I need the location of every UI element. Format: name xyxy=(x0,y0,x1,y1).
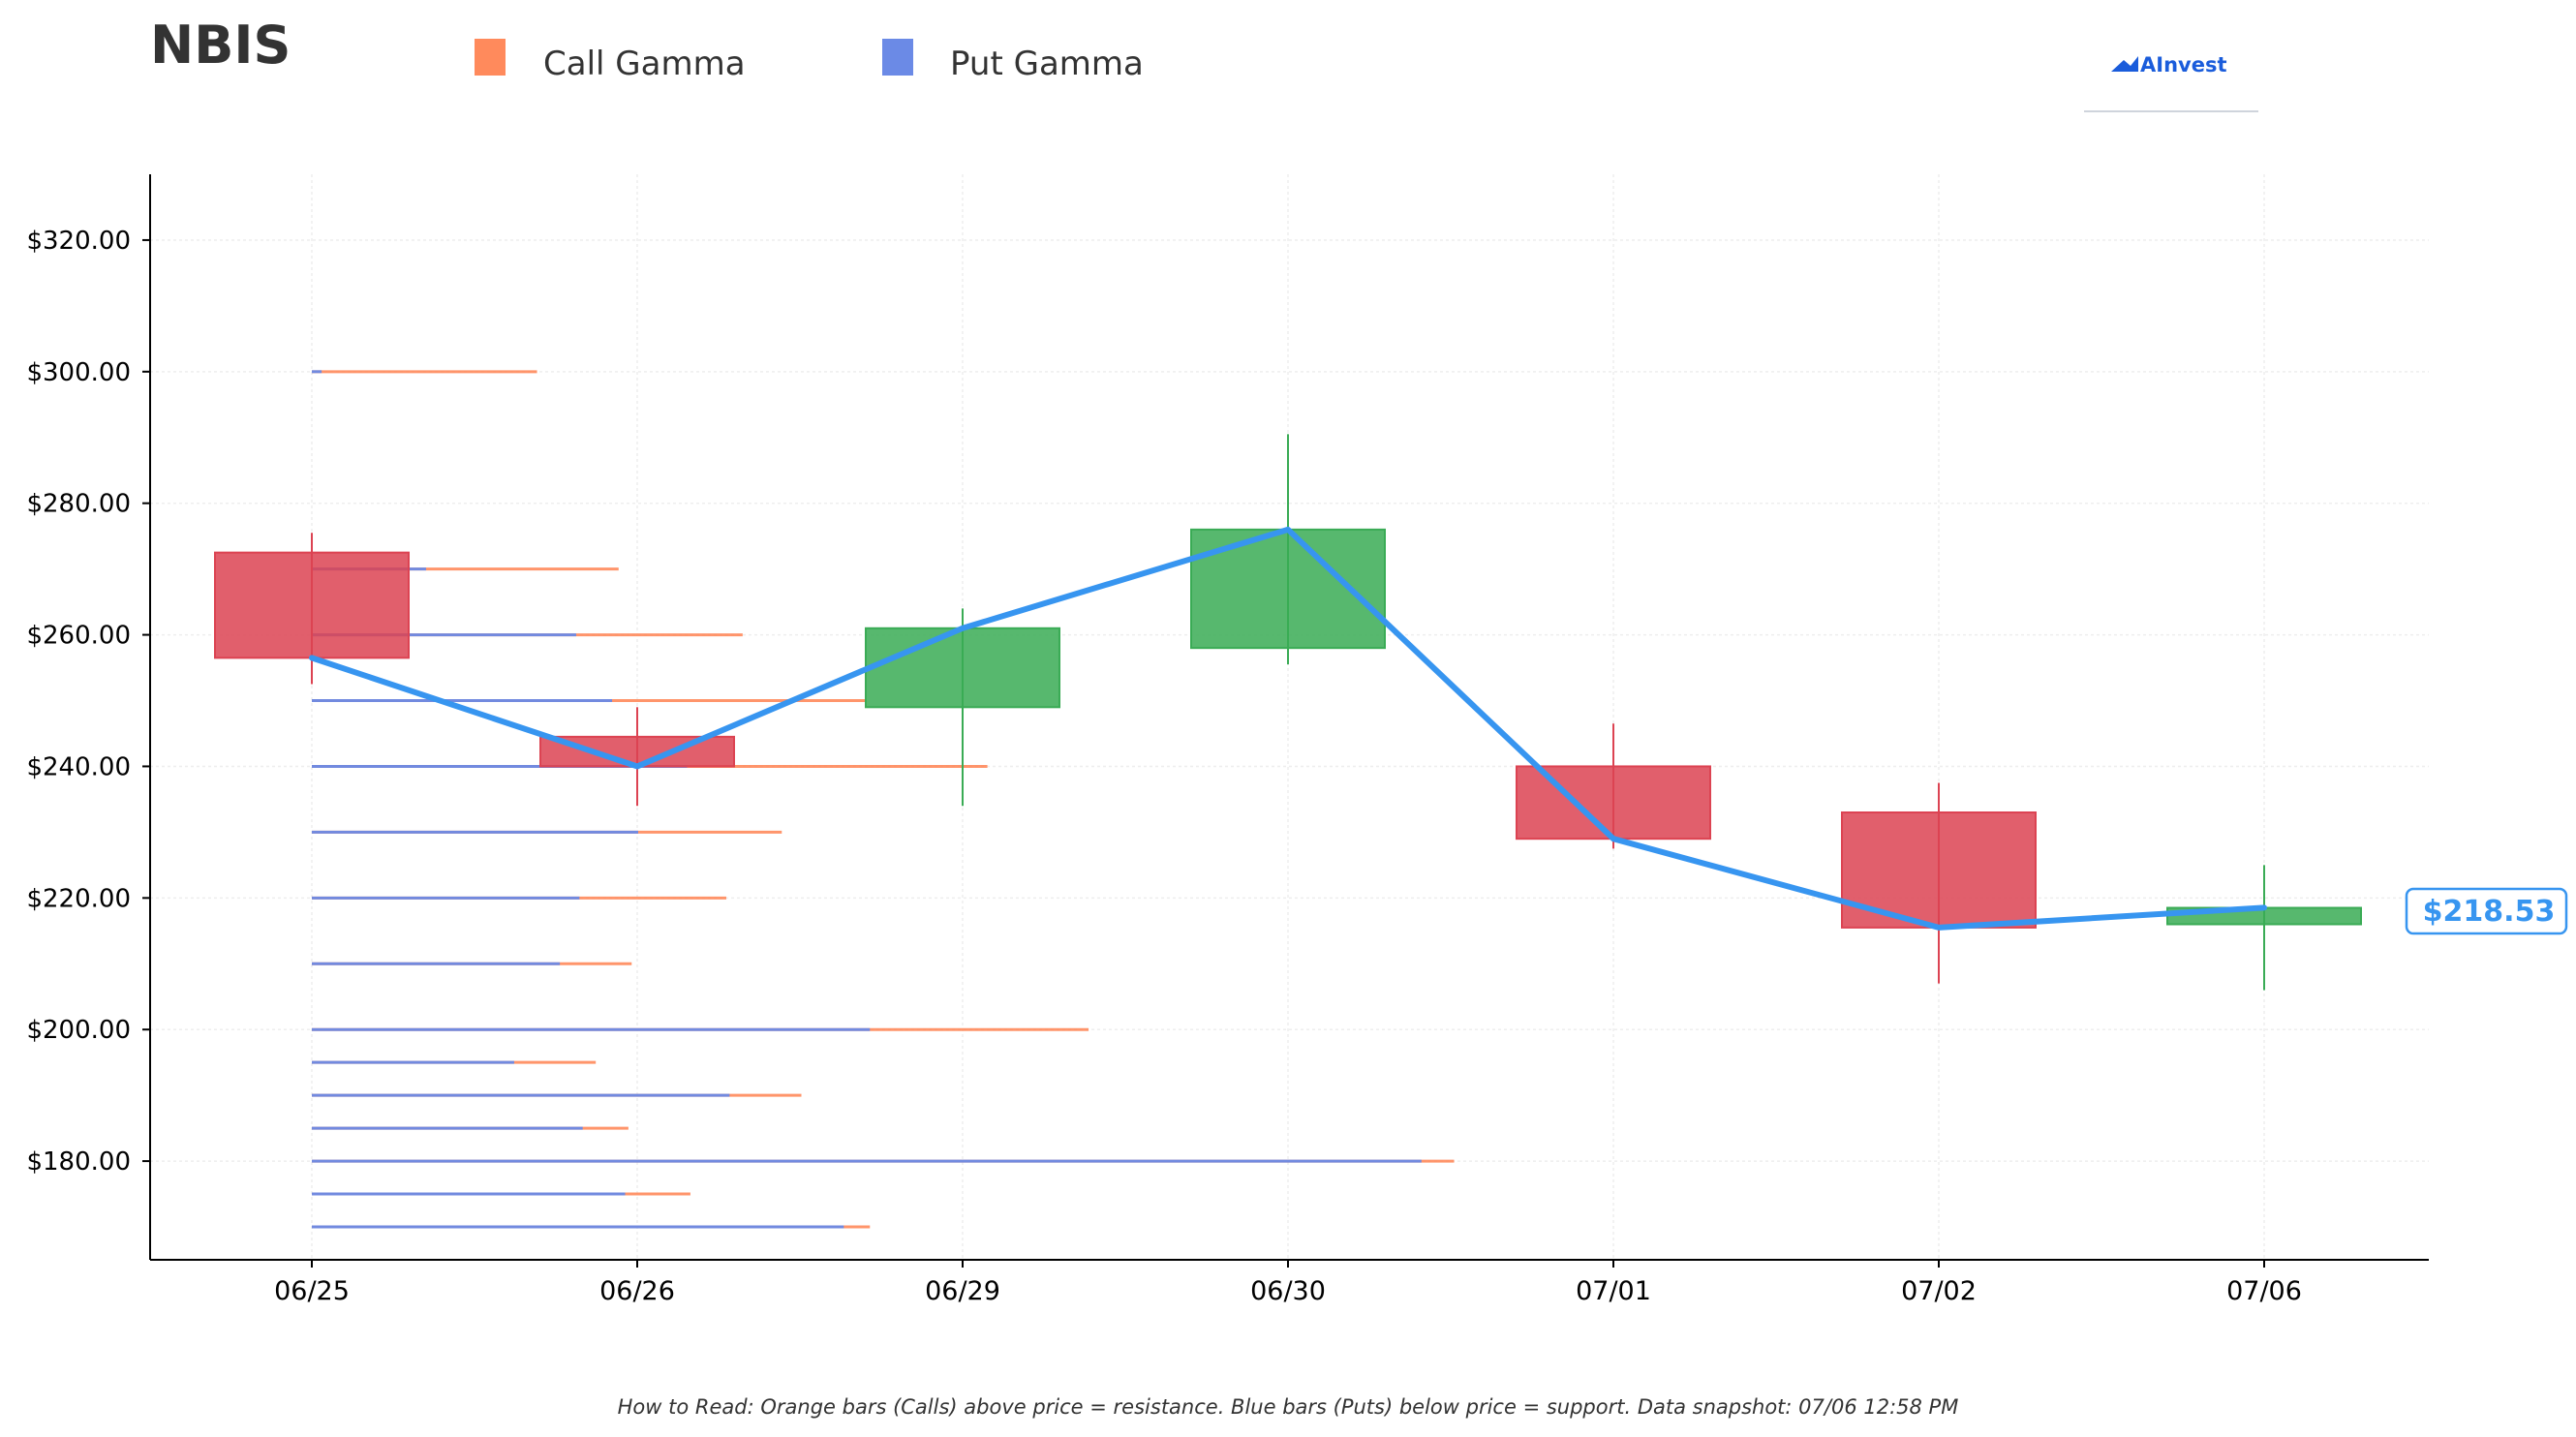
call-gamma-swatch xyxy=(475,39,506,76)
legend-put-label: Put Gamma xyxy=(950,45,1144,83)
price-tag-box xyxy=(2405,887,2568,935)
current-price-label: $218.53 xyxy=(2423,895,2556,929)
y-tick-label: $320.00 xyxy=(26,227,131,256)
tick-labels: $180.00 $200.00 $220.00 $240.00 $260.00 $280.… xyxy=(26,227,2301,1306)
x-tick-label: 07/01 xyxy=(1576,1276,1651,1306)
legend-call-label: Call Gamma xyxy=(543,45,746,83)
price-line xyxy=(309,526,2267,931)
legend: Call Gamma Put Gamma xyxy=(475,39,1144,83)
current-price-tag: $218.53 xyxy=(2405,887,2568,935)
footer-note: How to Read: Orange bars (Calls) above p… xyxy=(618,1395,1959,1419)
ticker-title: NBIS xyxy=(150,15,291,76)
logo-mark-icon xyxy=(2111,56,2138,72)
x-tick-label: 06/29 xyxy=(925,1276,1000,1306)
ainvest-logo: AInvest xyxy=(2084,53,2258,112)
put-gamma-swatch xyxy=(882,39,913,76)
x-tick-label: 07/06 xyxy=(2226,1276,2302,1306)
gamma-bars xyxy=(312,370,1455,1229)
y-tick-label: $300.00 xyxy=(26,358,131,387)
x-tick-label: 06/25 xyxy=(274,1276,350,1306)
y-tick-label: $180.00 xyxy=(26,1147,131,1177)
y-tick-label: $220.00 xyxy=(26,884,131,913)
y-tick-label: $200.00 xyxy=(26,1016,131,1045)
price-line-layer xyxy=(309,526,2267,931)
logo-text: AInvest xyxy=(2140,53,2227,76)
candle-body xyxy=(865,627,1060,709)
x-tick-label: 06/26 xyxy=(599,1276,675,1306)
y-tick-label: $240.00 xyxy=(26,752,131,781)
x-tick-label: 06/30 xyxy=(1250,1276,1326,1306)
candle-body xyxy=(214,551,410,659)
y-tick-label: $280.00 xyxy=(26,490,131,519)
y-tick-label: $260.00 xyxy=(26,622,131,651)
x-tick-label: 07/02 xyxy=(1901,1276,1977,1306)
axes xyxy=(142,174,2429,1268)
